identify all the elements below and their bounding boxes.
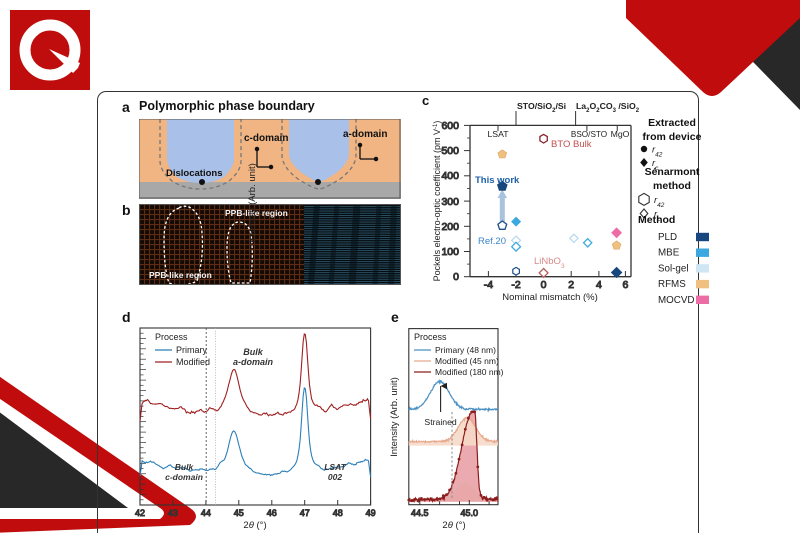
- svg-text:Sol-gel: Sol-gel: [658, 263, 689, 274]
- svg-text:a-domain: a-domain: [343, 129, 387, 140]
- svg-text:c-domain: c-domain: [244, 133, 288, 144]
- svg-text:PPB-like region: PPB-like region: [225, 208, 288, 218]
- svg-text:r42: r42: [652, 145, 663, 159]
- svg-text:r42: r42: [654, 195, 665, 209]
- svg-text:Dislocations: Dislocations: [166, 168, 223, 179]
- svg-text:RFMS: RFMS: [658, 279, 686, 290]
- svg-text:MBE: MBE: [658, 248, 680, 259]
- svg-text:MOCVD: MOCVD: [658, 295, 694, 306]
- svg-text:PPB-like region: PPB-like region: [149, 270, 212, 280]
- svg-text:PLD: PLD: [658, 232, 677, 243]
